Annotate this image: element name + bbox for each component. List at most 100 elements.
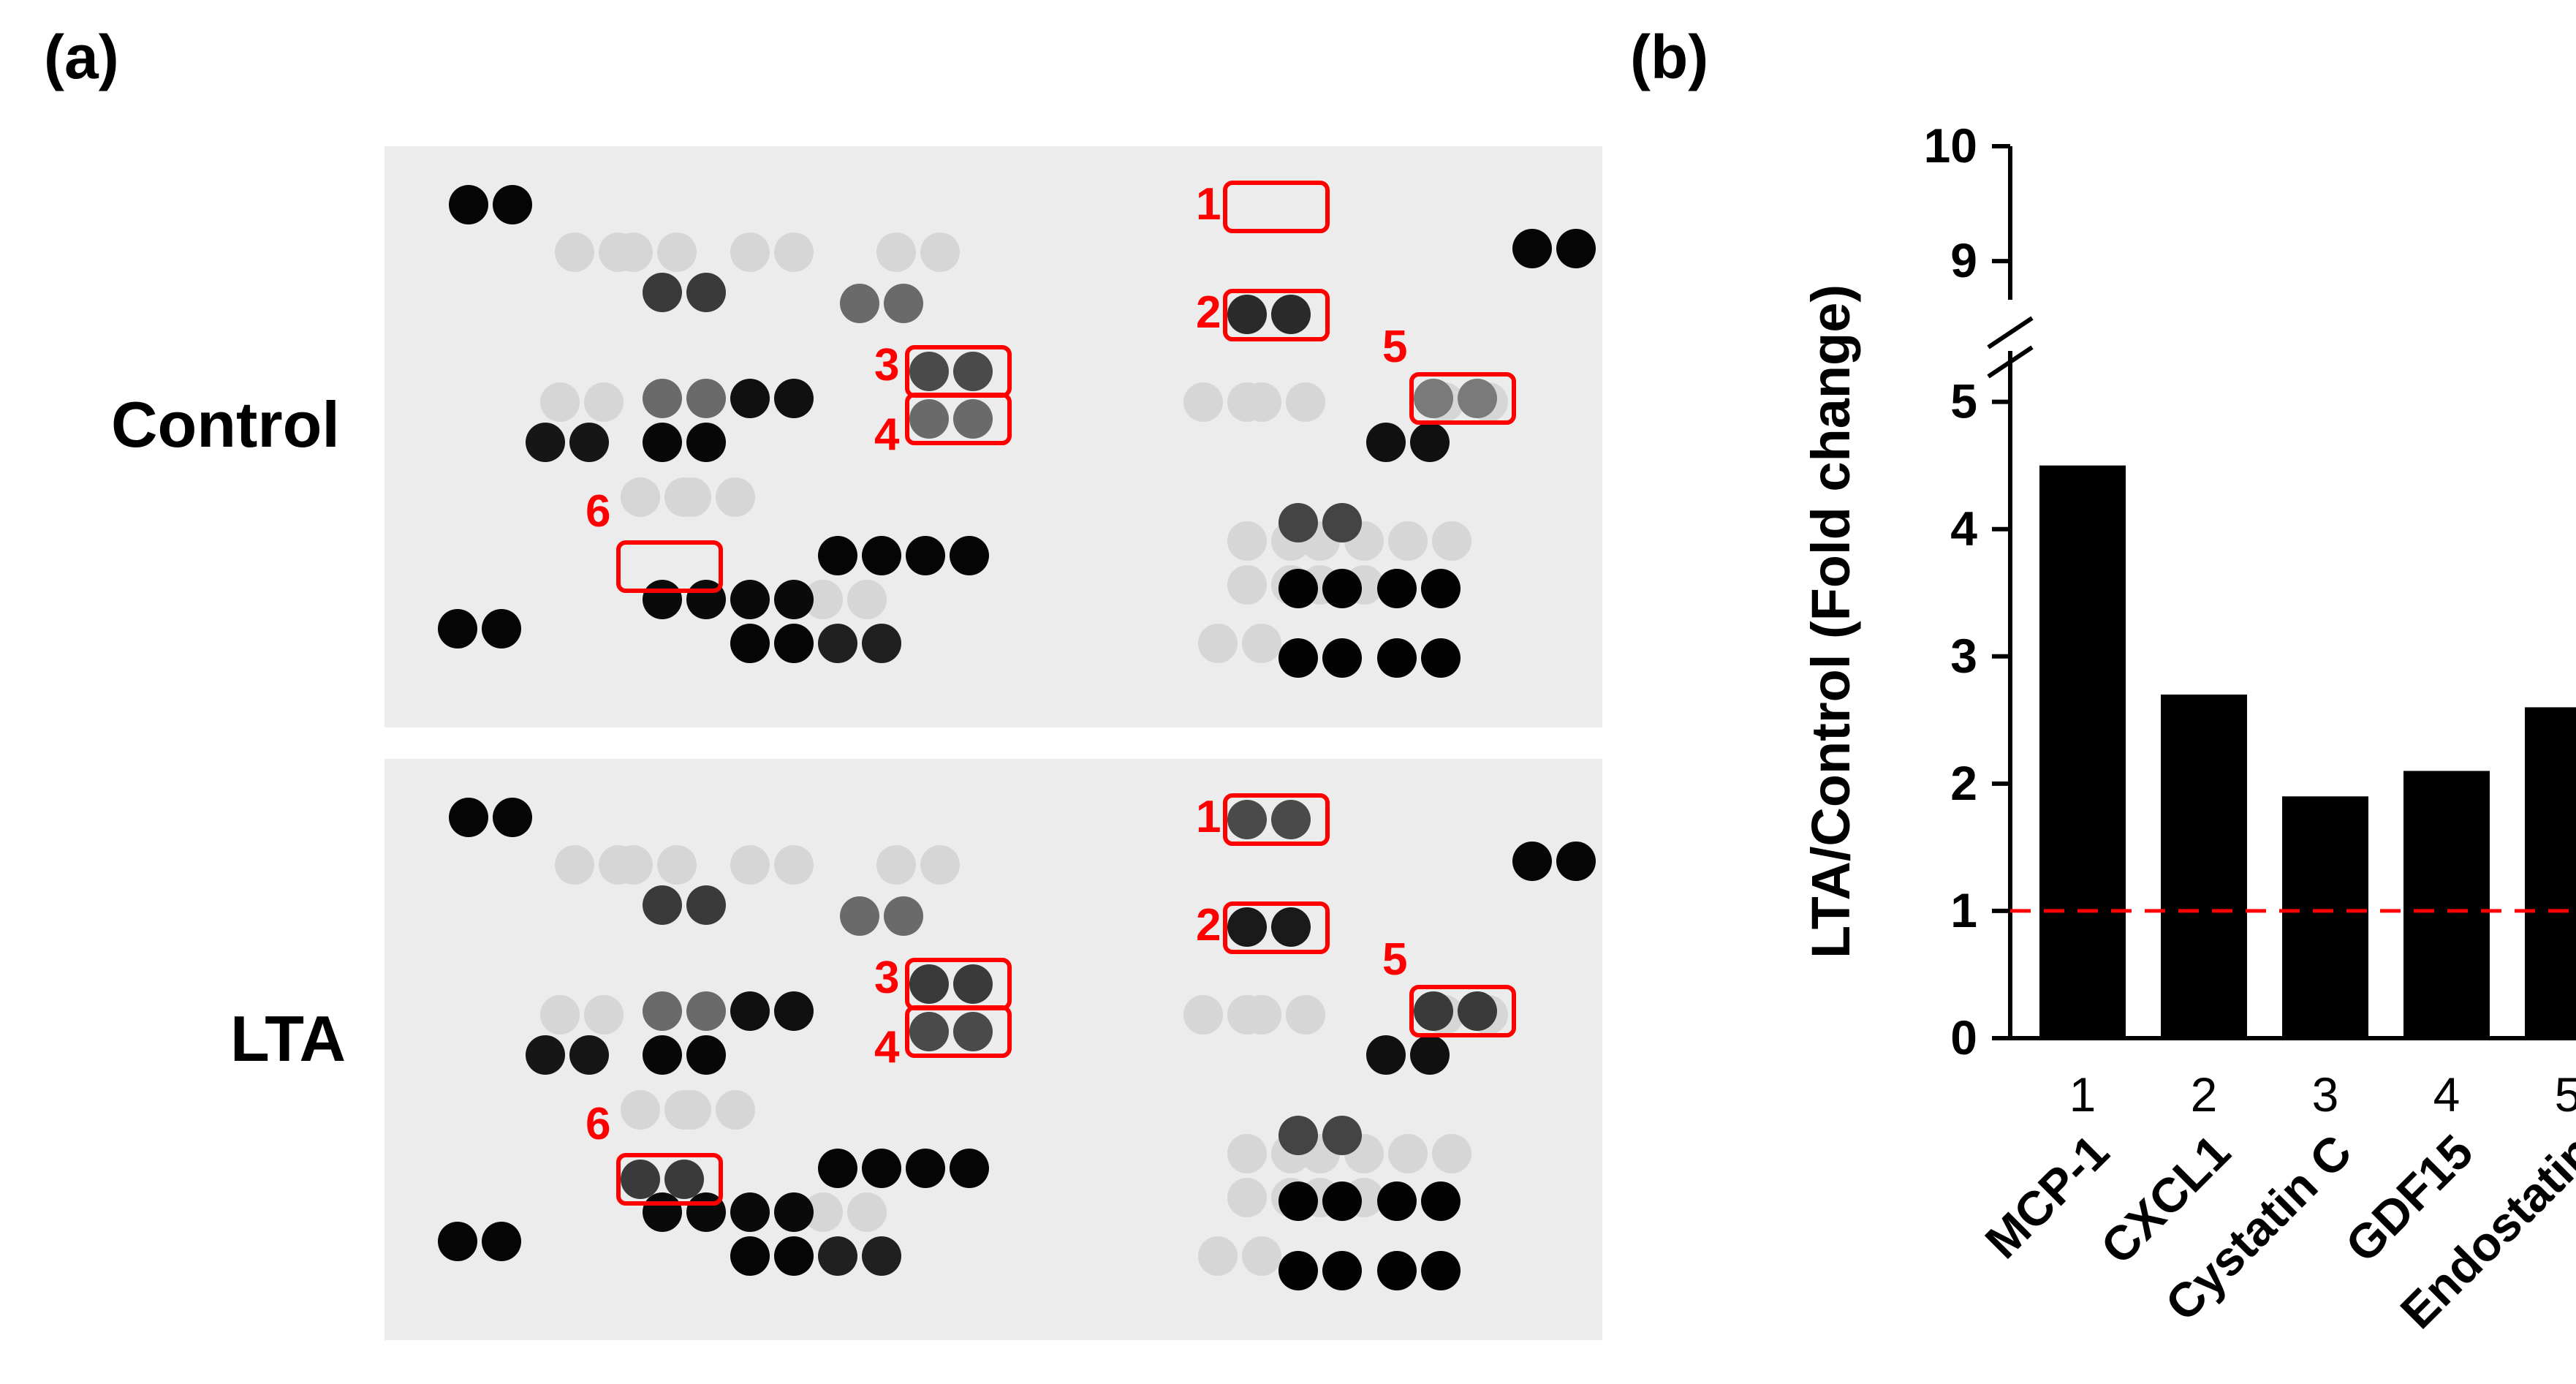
blot-spot [1322,503,1362,542]
blot-spot [664,1160,704,1199]
blot-spots-lta: 1 2 3 4 5 6 [438,792,1596,1290]
blot-spot [1227,521,1267,561]
blot-spot [1242,382,1281,422]
blot-spot [1556,842,1596,881]
blot-spot [1227,295,1267,334]
blot-spot [540,382,580,422]
blot-spot [1377,1251,1417,1290]
blot-spot [920,232,960,272]
blot-spot [716,1090,755,1130]
blot-spot [657,232,697,272]
blot-spot [1421,569,1461,608]
blot-image-control: 1 2 3 4 5 6 [384,146,1602,727]
blot-spot [1278,503,1318,542]
blot-spot [1377,638,1417,678]
highlight-box-number: 2 [1196,287,1221,338]
blot-spot [584,382,624,422]
highlight-box [1409,985,1516,1037]
blot-spot [1278,1116,1318,1155]
highlight-box [905,1005,1012,1058]
blot-spot [686,885,726,925]
blot-spot [1242,995,1281,1035]
blot-spot [1432,1134,1471,1173]
blot-spot [526,1035,565,1075]
blot-spot [774,580,814,619]
x-tick-label: 1 [2069,1067,2096,1122]
blot-spot [862,1149,901,1188]
highlight-box-number: 1 [1196,179,1221,230]
blot-spot [730,580,770,619]
blot-spot [774,379,814,418]
blot-spot [643,885,682,925]
highlight-box-number: 3 [874,953,899,1003]
y-tick-label: 9 [1950,233,1977,287]
highlight-box-number: 5 [1382,934,1407,985]
row-label-lta: LTA [230,1002,346,1075]
highlight-box [1409,372,1516,425]
blot-spot [686,423,726,462]
blot-spot [803,580,843,619]
blot-spot [774,845,814,885]
blot-spot [555,845,594,885]
blot-spot [818,1149,857,1188]
highlight-box-number: 6 [586,486,610,537]
y-tick-label: 4 [1950,502,1977,556]
blot-spot [1278,1251,1318,1290]
blot-spot [1278,569,1318,608]
highlight-box-number: 3 [874,340,899,390]
blot-spot [1322,569,1362,608]
panel-b-label: (b) [1630,23,1709,91]
x-tick-label: 2 [2191,1067,2218,1122]
axis-break-mark [1987,316,2034,349]
blot-spot [909,1012,949,1051]
highlight-box-number: 5 [1382,322,1407,372]
blot-spot [657,845,697,885]
blot-image-lta: 1 2 3 4 5 6 [384,759,1602,1340]
blot-spot [643,580,682,619]
blot-spot [482,1222,521,1261]
blot-spot [862,624,901,663]
blot-spot [953,352,993,391]
blot-spot [1322,1181,1362,1221]
blot-spot [840,896,879,936]
highlight-box [1223,901,1330,954]
blot-spot [1458,379,1497,418]
blot-spot [730,1192,770,1232]
highlight-box-number: 4 [874,1022,900,1073]
blot-spot [672,1090,711,1130]
highlight-box [905,393,1012,445]
blot-spot [1322,1251,1362,1290]
highlight-box [616,540,723,593]
blot-spot [730,991,770,1031]
blot-spot [1410,423,1450,462]
blot-spot [920,845,960,885]
blot-spot [493,798,532,837]
y-tick-label: 5 [1950,374,1977,428]
blot-spot [482,609,521,648]
blot-spot [774,232,814,272]
blot-spot [953,1012,993,1051]
blot-spot [906,1149,945,1188]
highlight-box-number: 6 [586,1099,610,1149]
blot-spot [1271,907,1311,947]
axis-break-mark [1987,345,2034,379]
blot-spot [847,1192,887,1232]
x-tick-label: 3 [2312,1067,2339,1122]
blot-spot [774,1236,814,1276]
blot-spot [672,477,711,517]
bar [2525,707,2576,1038]
blot-spot [730,845,770,885]
highlight-box-number: 4 [874,409,900,460]
blot-spot [643,379,682,418]
blot-spot [569,423,609,462]
blot-spot [643,1192,682,1232]
row-label-control: Control [111,388,340,461]
blot-spot [1366,423,1406,462]
blot-spot [686,991,726,1031]
blot-spot [686,379,726,418]
blot-spot [884,896,923,936]
blot-spot [818,536,857,575]
blot-spot [1227,800,1267,839]
y-tick-label: 1 [1950,883,1977,937]
x-tick-label: 4 [2433,1067,2461,1122]
